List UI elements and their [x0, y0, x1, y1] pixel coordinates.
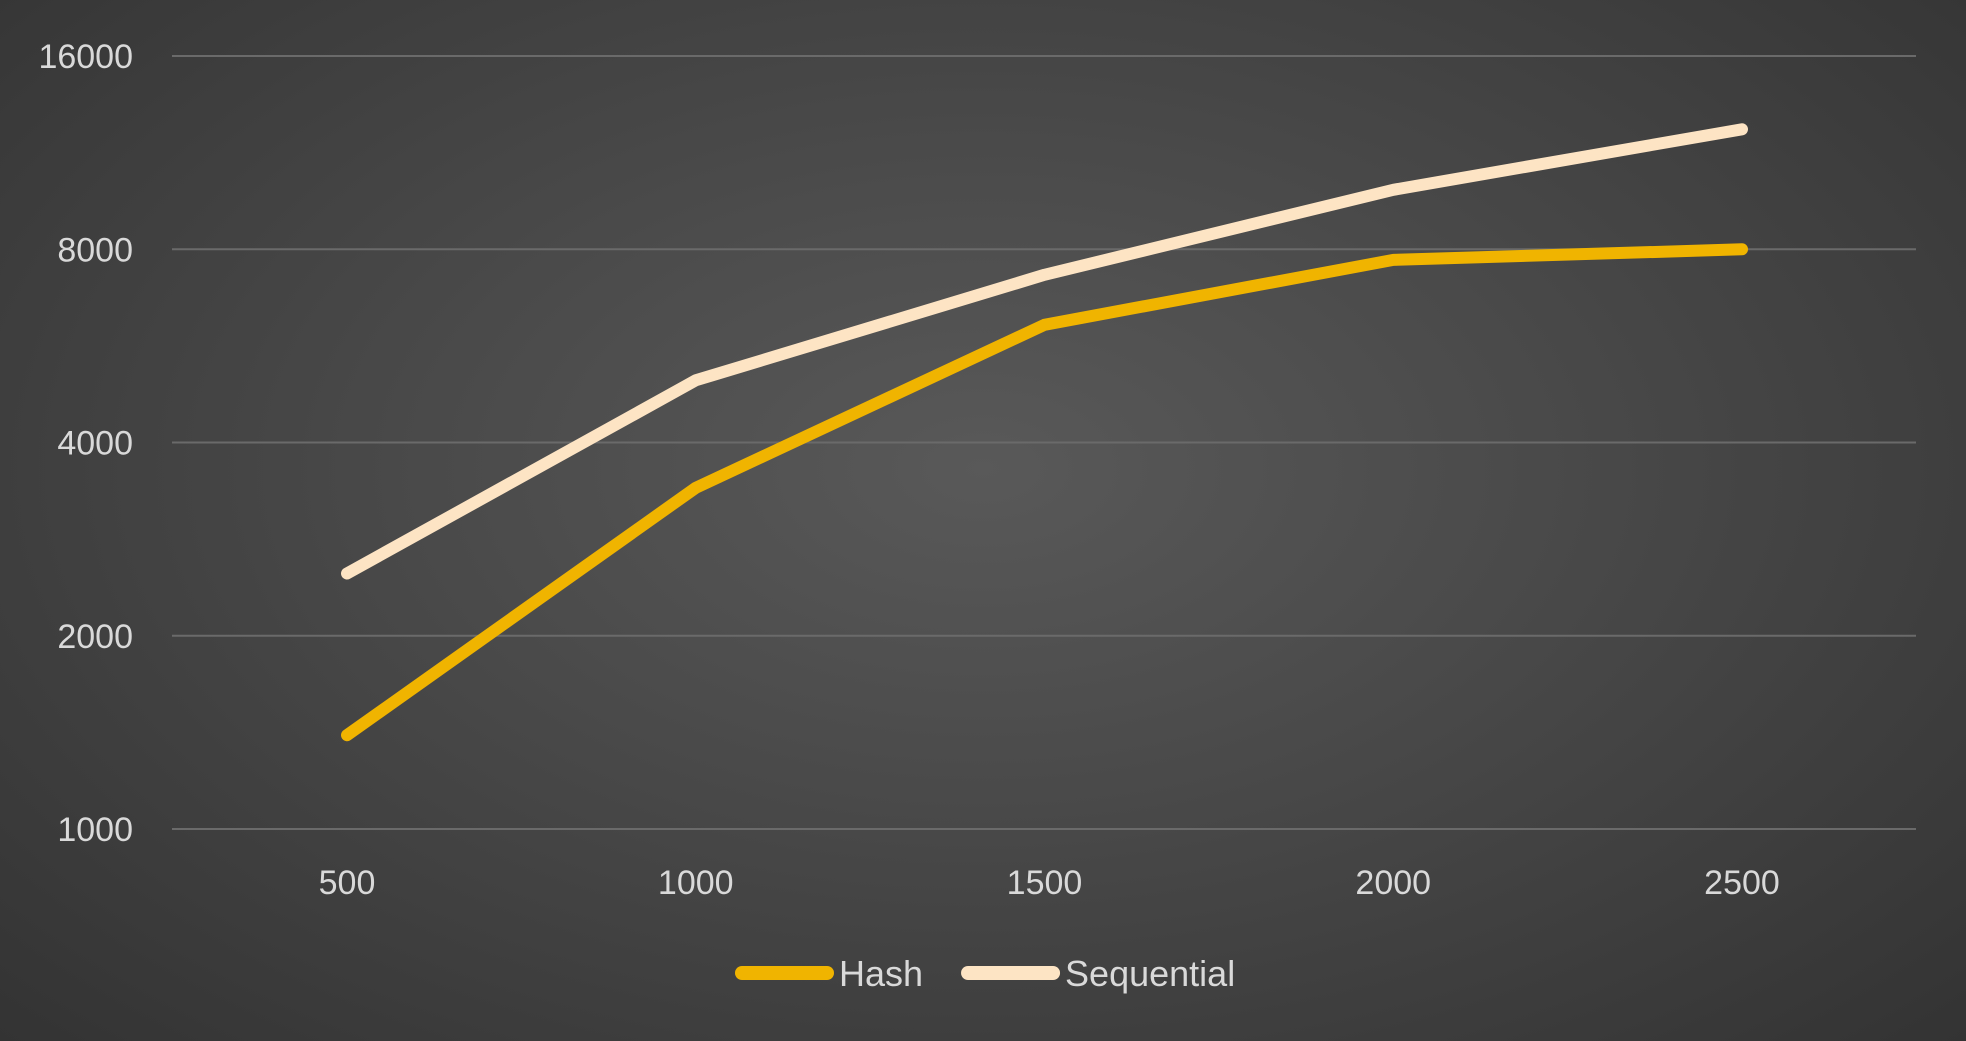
x-tick-label: 500	[319, 864, 376, 902]
y-tick-label: 1000	[57, 811, 133, 849]
grid-lines	[172, 55, 1916, 830]
legend: Hash Sequential	[735, 953, 1235, 994]
x-tick-label: 2000	[1355, 864, 1431, 902]
y-tick-label: 8000	[57, 231, 133, 269]
x-axis-tick-labels: 500 1000 1500 2000 2500	[319, 864, 1780, 902]
y-tick-label: 16000	[38, 38, 133, 76]
x-tick-label: 1500	[1007, 864, 1083, 902]
y-tick-label: 4000	[57, 425, 133, 463]
y-axis-tick-labels: 1000 2000 4000 8000 16000	[38, 38, 133, 849]
series-line-sequential	[341, 123, 1748, 580]
y-tick-label: 2000	[57, 618, 133, 656]
legend-label-sequential: Sequential	[1065, 953, 1235, 994]
legend-label-hash: Hash	[839, 953, 923, 994]
x-tick-label: 1000	[658, 864, 734, 902]
series-lines	[341, 123, 1748, 742]
x-tick-label: 2500	[1704, 864, 1780, 902]
series-line-hash	[341, 243, 1748, 742]
